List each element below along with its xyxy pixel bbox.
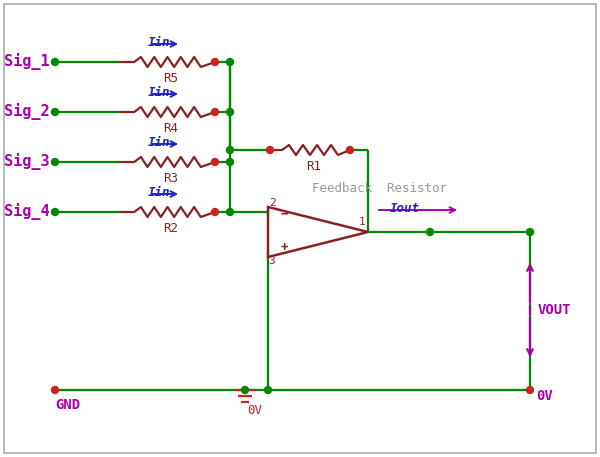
Text: −: − xyxy=(280,207,288,220)
Circle shape xyxy=(227,159,233,165)
Text: R3: R3 xyxy=(163,171,179,185)
Text: Sig_1: Sig_1 xyxy=(4,53,50,70)
Circle shape xyxy=(527,228,533,235)
Text: R2: R2 xyxy=(163,222,179,234)
Circle shape xyxy=(212,58,218,65)
Circle shape xyxy=(527,387,533,393)
Text: 0V: 0V xyxy=(247,404,262,416)
Text: 3: 3 xyxy=(269,256,275,266)
Text: 1: 1 xyxy=(359,217,365,227)
Circle shape xyxy=(347,147,353,154)
Circle shape xyxy=(266,147,274,154)
Text: +: + xyxy=(280,241,288,255)
Text: R4: R4 xyxy=(163,122,179,134)
Circle shape xyxy=(212,208,218,216)
Text: Iin: Iin xyxy=(148,37,170,49)
Text: Iout: Iout xyxy=(390,202,420,216)
Text: Sig_4: Sig_4 xyxy=(4,203,50,220)
Circle shape xyxy=(52,58,59,65)
Text: Iin: Iin xyxy=(148,86,170,100)
Text: Iin: Iin xyxy=(148,137,170,149)
Text: Iin: Iin xyxy=(148,186,170,200)
Circle shape xyxy=(227,147,233,154)
Text: Feedback  Resistor: Feedback Resistor xyxy=(313,181,448,195)
Circle shape xyxy=(52,208,59,216)
Circle shape xyxy=(427,228,433,235)
Text: 2: 2 xyxy=(269,198,275,208)
Circle shape xyxy=(227,208,233,216)
Circle shape xyxy=(52,108,59,116)
Circle shape xyxy=(227,108,233,116)
Text: R1: R1 xyxy=(307,159,322,172)
Circle shape xyxy=(52,159,59,165)
Text: Sig_2: Sig_2 xyxy=(4,103,50,121)
Text: GND: GND xyxy=(55,398,80,412)
Text: VOUT: VOUT xyxy=(538,303,571,317)
Text: 0V: 0V xyxy=(536,389,553,403)
Circle shape xyxy=(212,108,218,116)
Circle shape xyxy=(265,387,271,393)
Circle shape xyxy=(241,387,248,393)
Circle shape xyxy=(52,387,59,393)
Circle shape xyxy=(212,159,218,165)
Text: Sig_3: Sig_3 xyxy=(4,154,50,170)
Text: R5: R5 xyxy=(163,71,179,85)
Circle shape xyxy=(227,58,233,65)
